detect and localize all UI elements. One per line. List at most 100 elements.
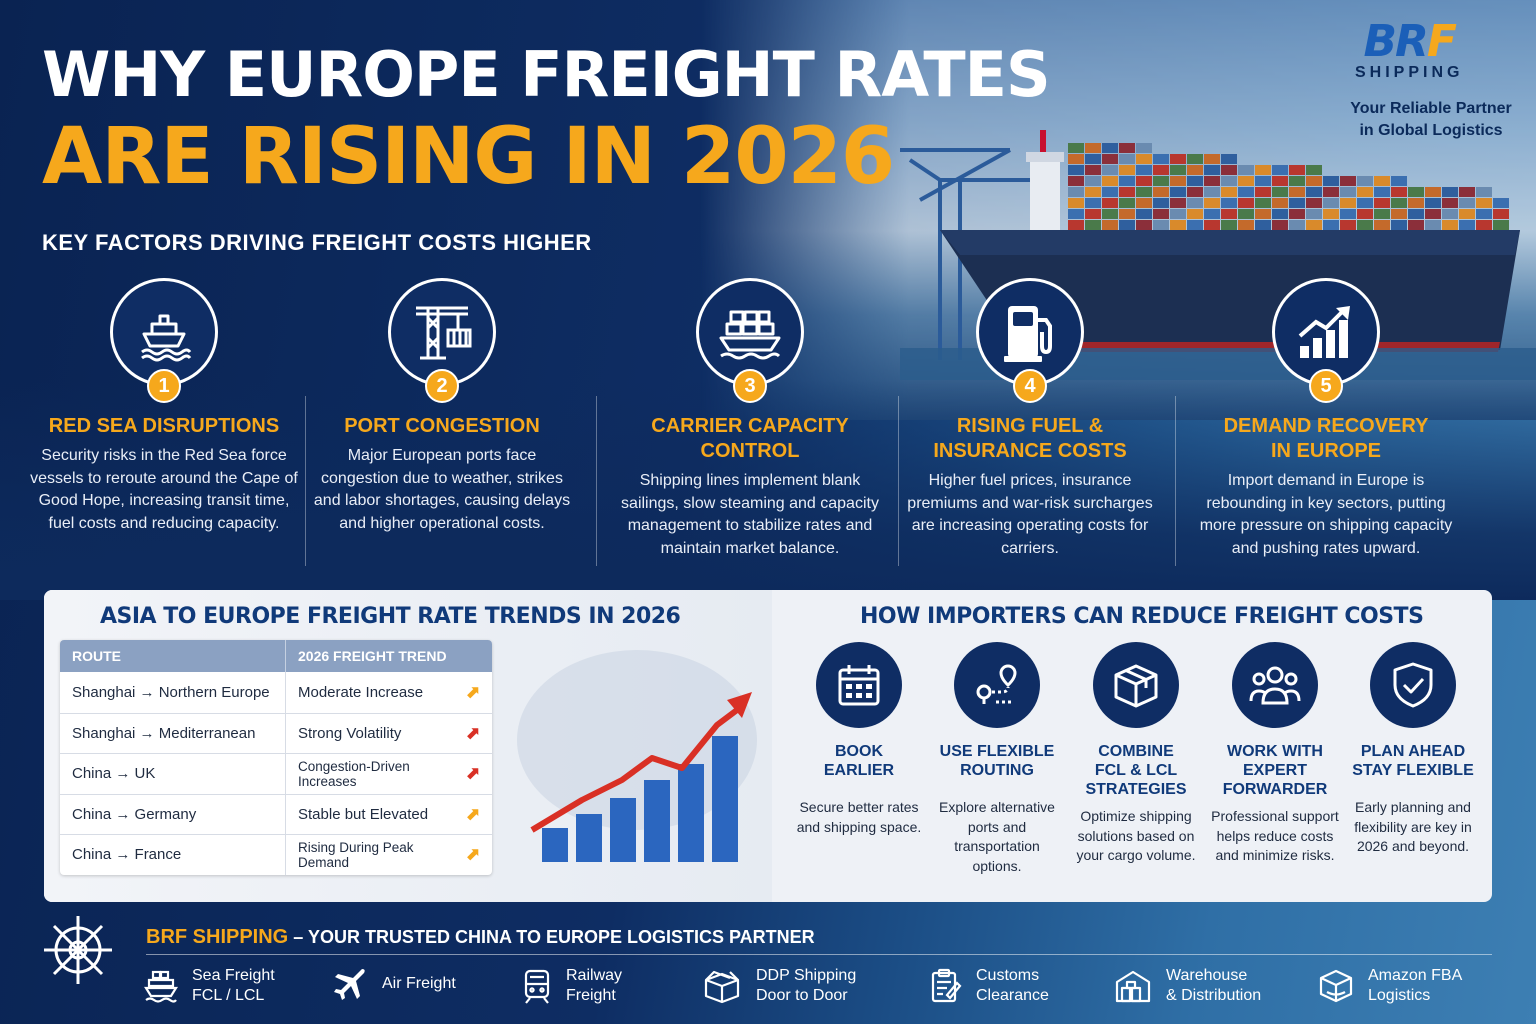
factor-number: 4 <box>1013 369 1047 403</box>
divider <box>305 396 306 566</box>
factor-description: Higher fuel prices, insurance premiums a… <box>907 472 1153 557</box>
factor-title-line2: INSURANCE COSTS <box>933 440 1127 462</box>
ship-container <box>1238 198 1254 208</box>
calendar-icon <box>838 665 880 706</box>
trend-text: Moderate Increase <box>298 683 424 701</box>
service-label-line2: Freight <box>566 987 616 1004</box>
route-pin-icon <box>976 664 1017 704</box>
ship-container <box>1153 198 1169 208</box>
ship-container <box>1425 187 1441 197</box>
logo-mark: BRF <box>1355 20 1463 64</box>
ship-container <box>1357 176 1373 186</box>
ship-container <box>1306 165 1322 175</box>
ship-container <box>1204 165 1220 175</box>
ship-container <box>1255 165 1271 175</box>
ship-container <box>1493 220 1509 230</box>
footer-brand: BRF SHIPPING <box>146 926 289 948</box>
factor-demand-recovery: 5 DEMAND RECOVERY IN EUROPE Import demand… <box>1186 278 1466 560</box>
ship-container <box>1323 187 1339 197</box>
ship-container <box>1136 209 1152 219</box>
ship-container <box>1493 209 1509 219</box>
ship-container <box>1374 187 1390 197</box>
ship-container <box>1272 187 1288 197</box>
tip-description: Early planning and flexibility are key i… <box>1354 799 1472 854</box>
ship-container <box>1221 198 1237 208</box>
ship-container <box>1408 187 1424 197</box>
ship-container <box>1187 176 1203 186</box>
ship-container <box>1119 198 1135 208</box>
ship-container <box>1340 209 1356 219</box>
ship-container <box>1408 198 1424 208</box>
chart-bar <box>610 798 636 862</box>
trend-arrow-icon: ⬈ <box>464 681 480 702</box>
chart-bar <box>678 764 704 862</box>
tip-icon-circle <box>816 642 902 728</box>
trend-text: Strong Volatility <box>298 724 402 742</box>
ship-container <box>1187 198 1203 208</box>
tip-icon-circle <box>954 642 1040 728</box>
factor-port-congestion: 2 PORT CONGESTION Major European ports f… <box>302 278 582 535</box>
tips-title: HOW IMPORTERS CAN REDUCE FREIGHT COSTS <box>860 604 1424 629</box>
table-row: China → UK Congestion-Driven Increases ⬈ <box>60 753 492 794</box>
factor-title-line2: CONTROL <box>700 440 800 462</box>
footer-divider <box>146 954 1492 955</box>
ship-container <box>1068 154 1084 164</box>
ship-container <box>1425 198 1441 208</box>
ship-container <box>1391 220 1407 230</box>
ship-container <box>1187 209 1203 219</box>
ship-container <box>1187 154 1203 164</box>
ship-container <box>1221 209 1237 219</box>
trend-arrow-icon: ⬈ <box>464 844 480 865</box>
service-label-line1: Sea Freight <box>192 967 275 984</box>
ship-container <box>1187 187 1203 197</box>
route-cell: China → France <box>60 835 286 875</box>
factor-description: Security risks in the Red Sea force vess… <box>30 447 298 532</box>
ship-container <box>1136 187 1152 197</box>
tip-title-line2: ROUTING <box>960 762 1034 779</box>
service-ddp-shipping: DDP Shipping Door to Door <box>702 966 856 1006</box>
ship-container <box>1391 176 1407 186</box>
trends-title: ASIA TO EUROPE FREIGHT RATE TRENDS IN 20… <box>100 604 681 629</box>
ship-container <box>1068 176 1084 186</box>
service-label-line1: Customs <box>976 967 1040 984</box>
ship-container <box>1102 154 1118 164</box>
ship-container <box>1289 176 1305 186</box>
ship-container <box>1221 187 1237 197</box>
tip-title: USE FLEXIBLE ROUTING <box>932 742 1062 780</box>
ship-container <box>1153 220 1169 230</box>
service-label-line2: FCL / LCL <box>192 987 265 1004</box>
ship-container <box>1289 165 1305 175</box>
ship-container <box>1153 209 1169 219</box>
tip-icon-circle <box>1093 642 1179 728</box>
ship-container <box>1136 220 1152 230</box>
tip-icon-circle <box>1232 642 1318 728</box>
trend-cell: Rising During Peak Demand ⬈ <box>286 835 492 875</box>
ship-container <box>1374 176 1390 186</box>
ship-container <box>1357 198 1373 208</box>
trend-cell: Moderate Increase ⬈ <box>286 672 492 713</box>
package-icon <box>704 970 740 1004</box>
factor-icon-circle: 5 <box>1272 278 1380 403</box>
ship-container <box>1272 198 1288 208</box>
ship-container <box>1204 176 1220 186</box>
ship-container <box>1374 198 1390 208</box>
ship-container <box>1085 209 1101 219</box>
ship-container <box>1221 154 1237 164</box>
tip-plan-ahead: PLAN AHEAD STAY FLEXIBLE Early planning a… <box>1348 642 1478 857</box>
ship-container <box>1102 143 1118 153</box>
ship-container <box>1459 198 1475 208</box>
factor-title-line1: RED SEA DISRUPTIONS <box>48 415 280 437</box>
ship-container <box>1255 176 1271 186</box>
ship-container <box>1323 176 1339 186</box>
ship-container <box>1068 220 1084 230</box>
service-warehouse: Warehouse & Distribution <box>1114 966 1261 1006</box>
factor-title: CARRIER CAPACITY CONTROL <box>610 414 890 464</box>
container-ship-illustration <box>900 130 1536 380</box>
ship-container <box>1374 209 1390 219</box>
factor-description: Shipping lines implement blank sailings,… <box>621 472 879 557</box>
trend-cell: Congestion-Driven Increases ⬈ <box>286 754 492 794</box>
tip-expert-forwarder: WORK WITH EXPERT FORWARDER Professional su… <box>1210 642 1340 866</box>
ship-container <box>1119 176 1135 186</box>
ship-container <box>1068 143 1084 153</box>
trend-arrow-head <box>727 692 752 718</box>
